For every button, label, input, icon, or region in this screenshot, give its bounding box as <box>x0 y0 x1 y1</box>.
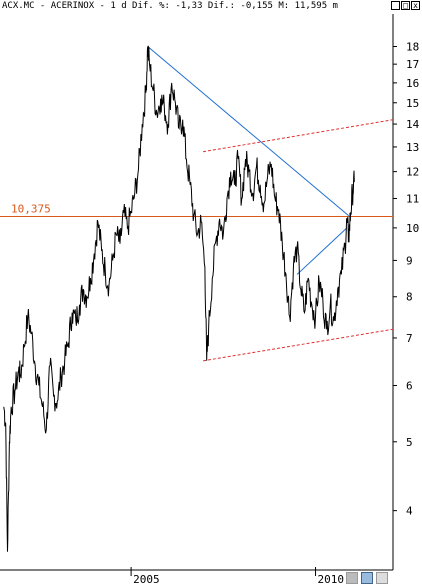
y-tick-label: 16 <box>406 77 419 90</box>
y-tick-label: 18 <box>406 41 419 54</box>
close-button[interactable]: x <box>411 1 420 10</box>
x-tick-label: 2005 <box>133 573 160 586</box>
y-tick-label: 14 <box>406 118 420 131</box>
title-bar: ACX.MC - ACERINOX - 1 d Dif. %: -1,33 Di… <box>0 0 422 12</box>
price-series-line <box>3 45 355 552</box>
y-tick-label: 11 <box>406 192 419 205</box>
y-tick-label: 12 <box>406 166 419 179</box>
y-tick-label: 6 <box>406 380 413 393</box>
y-tick-label: 10 <box>406 222 419 235</box>
y-tick-label: 8 <box>406 291 413 304</box>
minimize-button[interactable]: _ <box>391 1 400 10</box>
save-icon[interactable] <box>361 572 373 584</box>
y-tick-label: 9 <box>406 254 413 267</box>
y-tick-label: 17 <box>406 58 419 71</box>
x-tick-label: 2010 <box>318 573 345 586</box>
status-bar <box>346 572 388 584</box>
y-tick-label: 15 <box>406 97 419 110</box>
trendline <box>202 119 394 153</box>
trendline <box>202 328 394 362</box>
window-controls: _ □ x <box>391 1 420 10</box>
drag-handle-icon[interactable] <box>346 572 358 584</box>
export-icon[interactable] <box>376 572 388 584</box>
y-tick-label: 7 <box>406 332 413 345</box>
reference-line-label: 10,375 <box>11 203 51 216</box>
window-title: ACX.MC - ACERINOX - 1 d Dif. %: -1,33 Di… <box>2 1 338 11</box>
y-tick-label: 13 <box>406 141 419 154</box>
y-tick-label: 5 <box>406 436 413 449</box>
trendline <box>147 46 350 217</box>
y-tick-label: 4 <box>406 505 413 518</box>
restore-button[interactable]: □ <box>401 1 410 10</box>
trendline <box>296 227 348 275</box>
